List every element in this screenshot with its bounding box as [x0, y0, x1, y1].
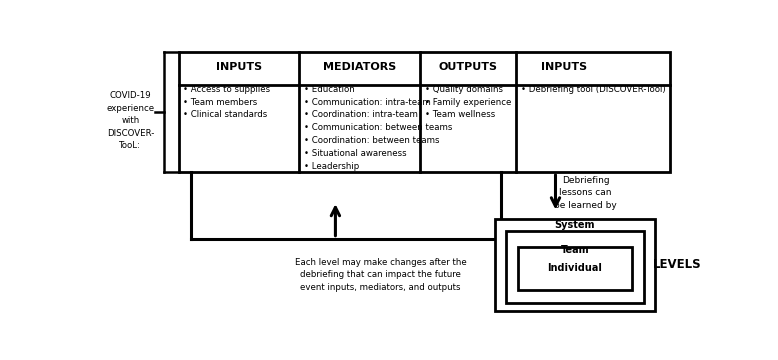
Text: • Access to supplies
• Team members
• Clinical standards: • Access to supplies • Team members • Cl… [184, 85, 271, 120]
Bar [506, 231, 644, 303]
Text: Each level may make changes after the
debriefing that can impact the future
even: Each level may make changes after the de… [295, 258, 467, 292]
Text: INPUTS: INPUTS [541, 62, 587, 72]
Text: Individual: Individual [548, 263, 602, 273]
Text: COVID-19
experience
with
DISCOVER-
TooL:: COVID-19 experience with DISCOVER- TooL: [107, 91, 155, 150]
Text: Debriefing
lessons can
be learned by: Debriefing lessons can be learned by [554, 176, 617, 210]
Text: OUTPUTS: OUTPUTS [439, 62, 498, 72]
Bar [496, 219, 655, 311]
Text: • Debriefing tool (DISCOVER-Tool): • Debriefing tool (DISCOVER-Tool) [521, 85, 666, 94]
Text: • Education
• Communication: intra-team
• Coordination: intra-team
• Communicati: • Education • Communication: intra-team … [304, 85, 453, 171]
Text: • Quality domains
• Family experience
• Team wellness: • Quality domains • Family experience • … [425, 85, 511, 120]
Text: Team: Team [560, 245, 589, 255]
Text: MEDIATORS: MEDIATORS [323, 62, 396, 72]
Bar [518, 247, 632, 291]
Text: LEVELS: LEVELS [653, 258, 702, 271]
Text: INPUTS: INPUTS [216, 62, 262, 72]
Bar [179, 51, 670, 172]
Text: System: System [555, 220, 595, 230]
